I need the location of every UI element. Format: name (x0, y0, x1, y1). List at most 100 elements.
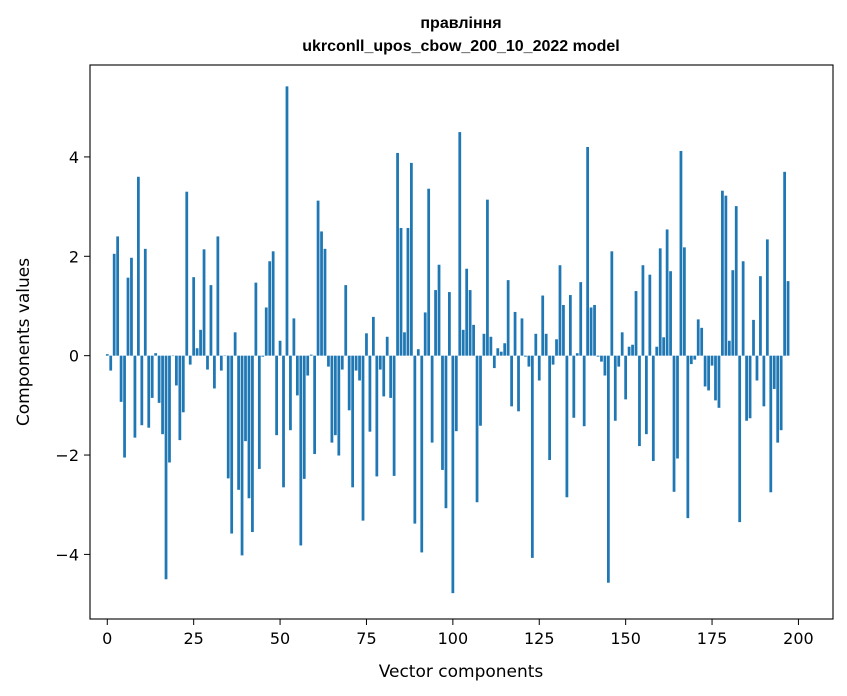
bar-4 (119, 355, 123, 402)
bar-117 (510, 355, 513, 407)
bar-29 (206, 355, 209, 370)
bar-37 (233, 332, 237, 356)
bar-20 (175, 355, 178, 386)
plot-frame (89, 64, 834, 620)
bar-148 (617, 355, 621, 367)
bar-91 (420, 355, 424, 553)
bar-125 (537, 355, 541, 381)
bar-111 (489, 336, 493, 356)
bar-167 (683, 247, 686, 356)
bar-13 (150, 355, 154, 398)
bar-113 (496, 348, 500, 356)
bar-10 (140, 355, 144, 426)
bar-63 (323, 248, 327, 356)
y-tick-label--4: −4 (55, 545, 79, 564)
bar-183 (738, 355, 742, 523)
bar-65 (330, 355, 334, 443)
bar-155 (641, 265, 645, 356)
bar-104 (465, 268, 469, 356)
bar-172 (700, 327, 704, 356)
bar-22 (181, 355, 185, 413)
bar-109 (482, 333, 486, 356)
bar-86 (403, 332, 406, 356)
bar-166 (679, 150, 683, 356)
bar-0 (105, 354, 109, 356)
bar-107 (475, 355, 479, 503)
bar-12 (147, 355, 151, 428)
bar-149 (620, 332, 624, 356)
bars-group (105, 86, 790, 594)
bar-48 (271, 251, 275, 356)
bar-171 (696, 319, 700, 356)
bar-161 (662, 337, 666, 356)
bar-66 (333, 355, 337, 436)
bar-178 (721, 190, 724, 356)
bar-33 (219, 355, 223, 371)
bar-30 (209, 285, 213, 356)
bar-163 (669, 271, 672, 356)
bar-185 (745, 355, 748, 421)
bar-9 (137, 176, 140, 356)
bar-45 (261, 355, 265, 357)
x-tick-label-100: 100 (438, 629, 469, 648)
bar-158 (651, 355, 655, 461)
bar-11 (143, 248, 147, 356)
bar-154 (638, 355, 641, 447)
bar-114 (499, 351, 503, 356)
bar-196 (783, 171, 786, 356)
bar-79 (378, 355, 382, 370)
bar-6 (126, 277, 130, 356)
bar-128 (548, 355, 551, 460)
bar-120 (520, 318, 524, 356)
bar-136 (575, 353, 579, 356)
bar-7 (130, 257, 133, 356)
bar-84 (396, 152, 399, 356)
bar-58 (306, 355, 310, 376)
bar-103 (461, 329, 465, 356)
bar-102 (458, 132, 462, 356)
bar-97 (441, 355, 444, 470)
bar-140 (589, 307, 593, 356)
bar-145 (606, 355, 610, 583)
bar-181 (731, 270, 735, 356)
bar-68 (340, 355, 344, 370)
bar-1 (109, 355, 113, 371)
chart-title: правління (420, 15, 501, 32)
bar-162 (665, 229, 669, 356)
bar-193 (772, 355, 776, 389)
bar-53 (289, 355, 292, 431)
bar-61 (316, 200, 320, 356)
bar-3 (116, 236, 120, 356)
bar-141 (593, 304, 596, 356)
bar-159 (655, 346, 659, 356)
bar-112 (492, 355, 496, 369)
bar-36 (230, 355, 234, 534)
bar-133 (565, 355, 569, 498)
bar-152 (631, 344, 634, 356)
bar-50 (278, 340, 282, 356)
bar-51 (282, 355, 285, 488)
bar-182 (734, 206, 738, 356)
bar-147 (613, 355, 617, 421)
bar-173 (703, 355, 707, 387)
bar-76 (368, 355, 372, 432)
bar-96 (437, 264, 441, 356)
bar-123 (530, 355, 534, 558)
bar-32 (216, 236, 220, 356)
bar-40 (244, 355, 247, 442)
bar-39 (240, 355, 244, 556)
bar-41 (247, 355, 251, 499)
bar-26 (195, 348, 199, 356)
bar-80 (382, 355, 386, 397)
bar-88 (410, 162, 413, 356)
bar-191 (765, 239, 769, 356)
bar-142 (596, 355, 600, 357)
bar-160 (658, 248, 662, 356)
bar-134 (568, 295, 572, 356)
bar-78 (375, 355, 379, 477)
bar-49 (275, 355, 278, 436)
bar-60 (313, 355, 317, 455)
bar-46 (264, 307, 268, 356)
bar-85 (399, 227, 403, 356)
